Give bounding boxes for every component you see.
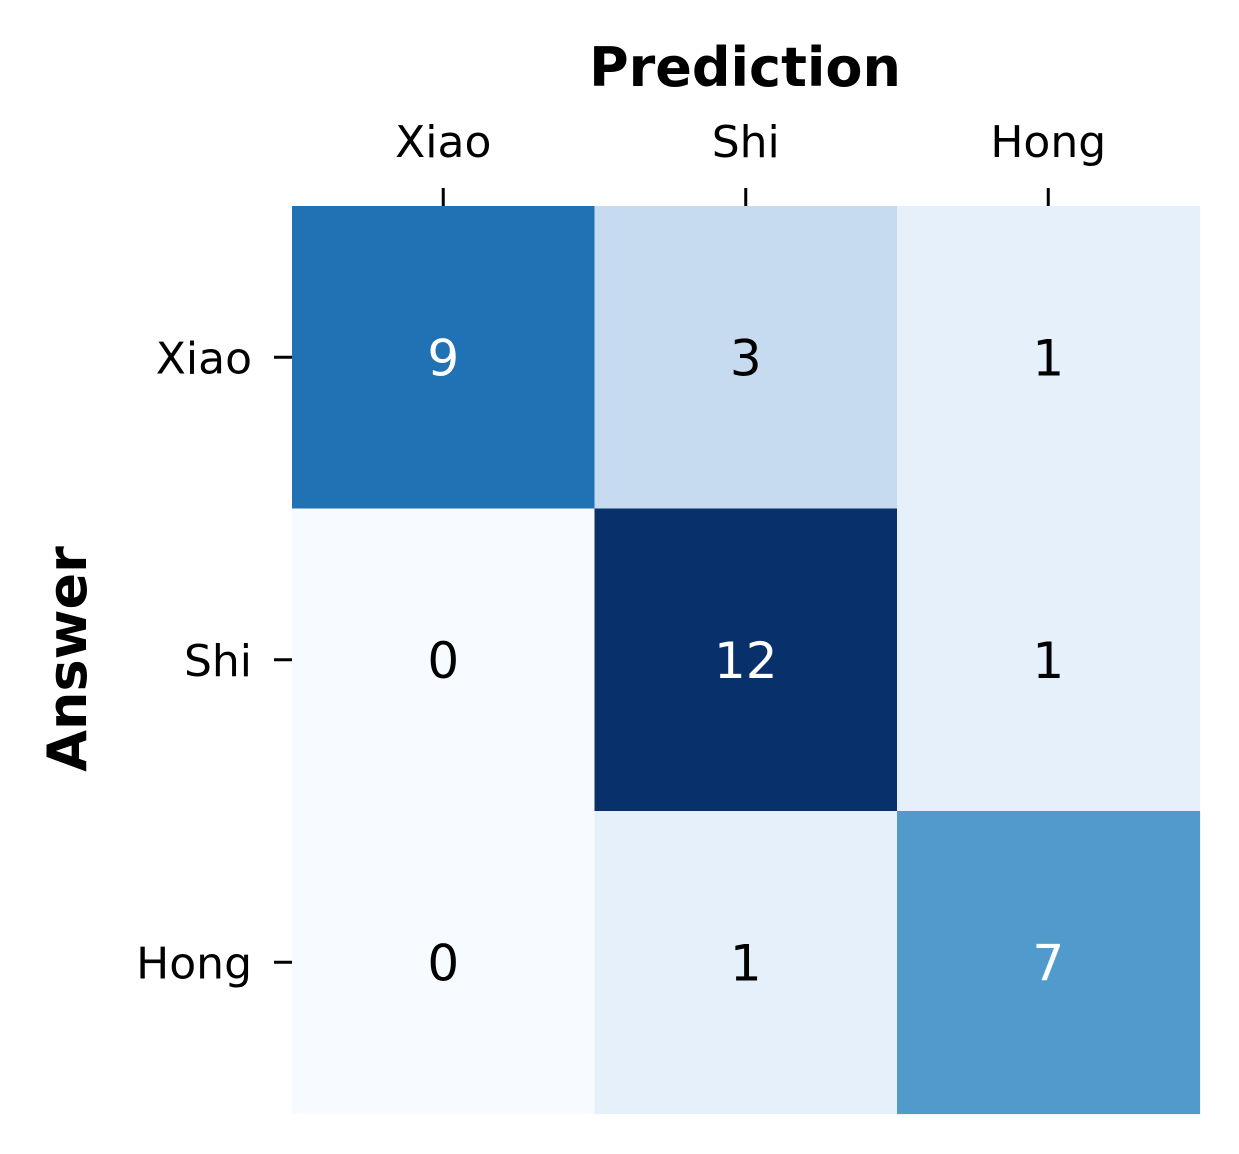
cell-value-label: 7	[1032, 934, 1064, 992]
y-tick-label: Shi	[184, 636, 252, 687]
cell-value-label: 12	[714, 632, 778, 690]
heatmap-cell	[292, 508, 596, 812]
cell-value-label: 0	[427, 934, 459, 992]
heatmap-cell	[292, 811, 596, 1115]
x-tick-label: Shi	[712, 117, 780, 168]
x-axis-title: Prediction	[589, 36, 901, 99]
cell-value-label: 0	[427, 632, 459, 690]
heatmap-cells: 9 3 1 0 12 1 0 1 7	[292, 206, 1201, 1115]
heatmap-cell	[594, 811, 898, 1115]
x-tick-label: Xiao	[395, 117, 491, 168]
heatmap-cell	[897, 811, 1201, 1115]
cell-value-label: 1	[1032, 632, 1064, 690]
cell-value-label: 9	[427, 329, 459, 387]
x-tick-label: Hong	[990, 117, 1106, 168]
y-axis-title: Answer	[36, 546, 99, 772]
heatmap-cell	[594, 508, 898, 812]
heatmap-cell	[897, 508, 1201, 812]
cell-value-label: 1	[730, 934, 762, 992]
cell-value-label: 1	[1032, 329, 1064, 387]
cell-value-label: 3	[730, 329, 762, 387]
heatmap-cell	[897, 206, 1201, 510]
y-tick-label: Hong	[136, 938, 252, 989]
heatmap-cell	[594, 206, 898, 510]
heatmap-cell	[292, 206, 596, 510]
y-tick-label: Xiao	[156, 333, 252, 384]
axis-ticks: Xiao Shi Hong Xiao Shi Hong	[136, 117, 1106, 989]
